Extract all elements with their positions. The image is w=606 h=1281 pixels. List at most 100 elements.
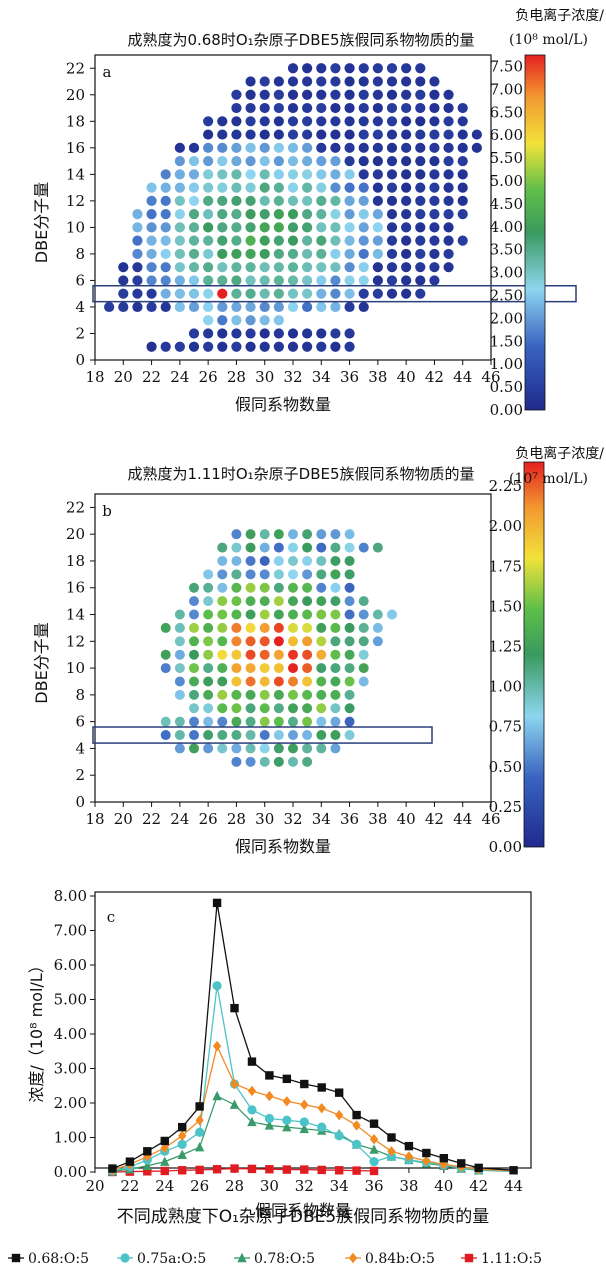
data-point <box>231 636 242 647</box>
series-point <box>247 1057 257 1066</box>
data-point <box>259 142 270 153</box>
data-point <box>259 301 270 313</box>
data-point <box>273 649 284 660</box>
data-point <box>344 703 355 714</box>
data-point <box>344 636 355 647</box>
data-point <box>189 730 199 741</box>
data-point <box>401 195 412 206</box>
data-point <box>344 155 355 167</box>
data-point <box>245 529 256 540</box>
data-point <box>316 730 327 741</box>
data-point <box>146 195 157 206</box>
data-point <box>330 288 341 299</box>
data-point <box>386 155 398 167</box>
data-point <box>217 555 228 566</box>
data-point <box>457 129 468 140</box>
series-point <box>178 1130 187 1141</box>
y-tick-label: 20 <box>66 525 85 543</box>
data-point <box>401 116 412 127</box>
x-tick-label: 40 <box>434 1177 453 1195</box>
data-point <box>160 288 171 299</box>
y-tick-label: 8 <box>75 245 85 263</box>
data-point <box>358 235 369 246</box>
data-point <box>330 275 341 286</box>
data-point <box>189 649 199 660</box>
data-point <box>288 596 298 607</box>
data-point <box>358 609 369 620</box>
x-tick-label: 44 <box>453 368 472 386</box>
data-point <box>358 275 369 286</box>
data-point <box>132 262 143 273</box>
data-point <box>316 89 327 100</box>
data-point <box>174 275 185 286</box>
data-point <box>273 689 284 700</box>
y-tick-label: 22 <box>66 59 85 77</box>
data-point <box>330 102 341 114</box>
data-point <box>245 328 256 339</box>
colorbar-tick-label: 0.75 <box>489 718 522 736</box>
series-point <box>142 1160 153 1170</box>
data-point <box>217 730 228 741</box>
data-point <box>259 569 270 580</box>
series-point <box>177 1149 187 1159</box>
x-tick-label: 38 <box>368 810 387 828</box>
colorbar-title: 负电离子浓度/ <box>515 445 604 462</box>
data-point <box>118 262 129 273</box>
data-point <box>273 569 284 580</box>
data-point <box>386 275 398 286</box>
data-point <box>273 129 284 140</box>
data-point <box>344 622 355 633</box>
data-point <box>259 102 270 114</box>
x-tick-label: 38 <box>399 1177 418 1195</box>
data-point <box>344 542 355 553</box>
data-point <box>231 89 242 100</box>
y-tick-label: 1.00 <box>54 1129 87 1147</box>
data-point <box>358 542 369 553</box>
data-point <box>245 756 256 767</box>
data-point <box>160 195 171 206</box>
data-point <box>245 222 256 233</box>
data-point <box>415 89 426 100</box>
data-point <box>429 129 440 140</box>
data-point <box>288 649 298 660</box>
data-point <box>231 689 242 700</box>
data-point <box>316 63 327 74</box>
data-point <box>302 716 313 727</box>
series-point <box>247 1085 257 1097</box>
x-tick-label: 30 <box>255 368 274 386</box>
data-point <box>189 663 199 674</box>
series-point <box>282 1074 292 1084</box>
plot-frame <box>94 891 532 1169</box>
data-point <box>217 116 228 127</box>
data-point <box>316 195 327 206</box>
data-point <box>330 663 341 674</box>
data-point <box>217 542 228 553</box>
data-point <box>273 555 284 566</box>
legend-label: 0.75a:O:5 <box>137 1251 206 1267</box>
data-point <box>330 609 341 620</box>
legend-marker <box>237 1252 247 1263</box>
data-point <box>316 129 327 140</box>
data-point <box>358 676 369 687</box>
data-point <box>386 195 398 206</box>
data-point <box>429 262 440 273</box>
data-point <box>372 76 383 87</box>
data-point <box>245 129 256 140</box>
x-tick-label: 36 <box>340 810 359 828</box>
y-tick-label: 18 <box>66 112 85 130</box>
data-point <box>118 301 129 313</box>
y-tick-label: 12 <box>66 632 85 650</box>
data-point <box>203 636 214 647</box>
data-point <box>344 182 355 193</box>
data-point <box>160 248 171 260</box>
data-point <box>288 555 298 566</box>
data-point <box>231 155 242 167</box>
data-point <box>245 703 256 714</box>
x-tick-label: 28 <box>227 810 246 828</box>
data-point <box>259 596 270 607</box>
data-point <box>443 182 454 193</box>
data-point <box>372 182 383 193</box>
data-point <box>188 275 200 286</box>
data-point <box>288 622 298 633</box>
data-point <box>330 235 341 246</box>
